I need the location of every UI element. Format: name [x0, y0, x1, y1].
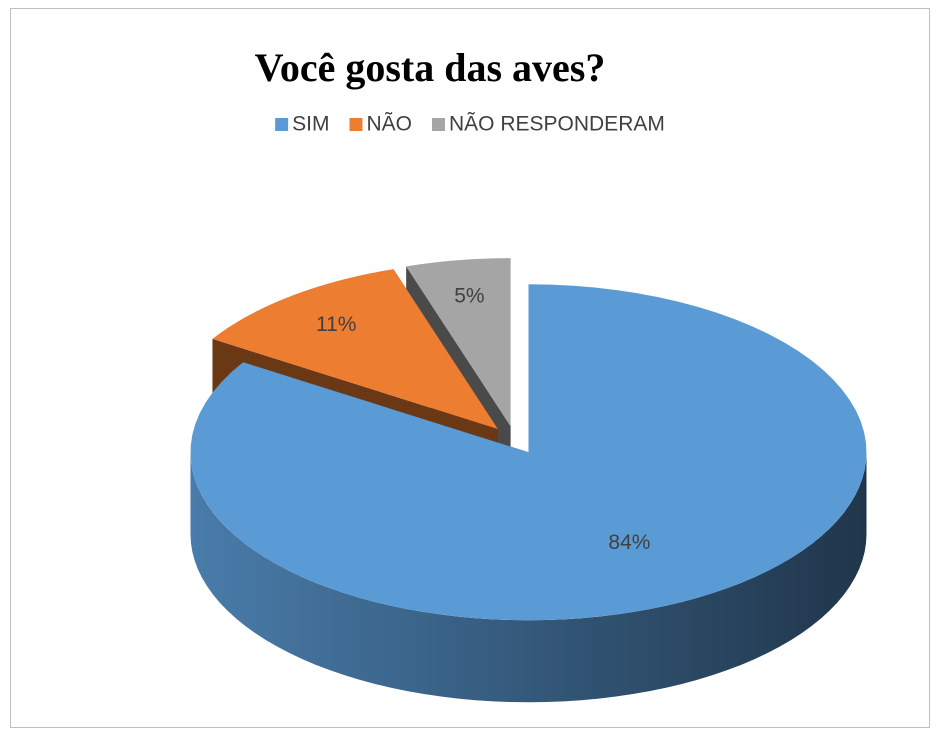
legend-item: NÃO — [349, 112, 412, 136]
pie: 5% 11% 84% — [190, 258, 867, 703]
slice-top — [406, 258, 511, 427]
legend-label: NÃO — [366, 112, 412, 136]
legend-swatch — [431, 118, 445, 131]
legend-swatch — [349, 118, 363, 131]
slice-top — [212, 269, 498, 429]
legend-item: SIM — [275, 113, 329, 136]
legend-item: NÃO RESPONDERAM — [431, 112, 665, 136]
data-label: 11% — [316, 313, 356, 336]
legend: SIM NÃO NÃO RESPONDERAM — [275, 112, 665, 136]
legend-label: SIM — [292, 113, 329, 136]
legend-label: NÃO RESPONDERAM — [449, 112, 665, 136]
legend-swatch — [275, 118, 289, 131]
chart-title: Você gosta das aves? — [255, 45, 606, 90]
data-label: 84% — [608, 531, 650, 554]
slice-side — [190, 452, 867, 703]
slice-top — [190, 284, 867, 621]
slice — [190, 284, 867, 703]
data-label: 5% — [454, 284, 484, 307]
